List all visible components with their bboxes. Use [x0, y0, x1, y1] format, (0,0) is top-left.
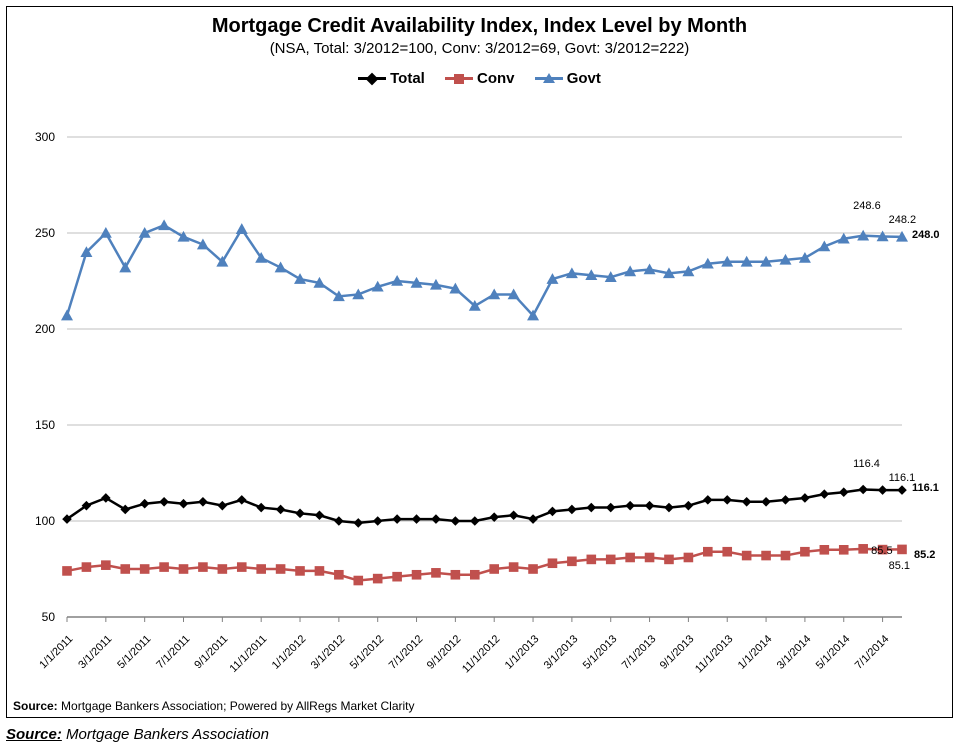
x-tick-label: 11/1/2011 [228, 633, 270, 675]
x-tick-label: 9/1/2011 [193, 633, 231, 671]
chart-legend: Total Conv Govt [7, 67, 952, 87]
square-icon [445, 77, 473, 80]
x-tick-label: 1/1/2012 [270, 633, 309, 672]
legend-label: Total [390, 70, 425, 87]
data-point-label: 116.1 [912, 482, 939, 494]
outer-source-label: Source: [6, 726, 62, 743]
x-tick-label: 7/1/2012 [386, 633, 425, 672]
data-point-label: 85.5 [871, 545, 892, 557]
legend-label: Conv [477, 70, 515, 87]
y-tick-label: 300 [35, 130, 55, 144]
x-tick-label: 11/1/2013 [693, 633, 736, 676]
data-point-label: 85.1 [889, 560, 910, 572]
chart-container: Mortgage Credit Availability Index, Inde… [6, 6, 953, 718]
plot-area: 248.6248.2248.0116.4116.1116.185.585.185… [57, 127, 932, 627]
legend-item-total: Total [358, 70, 425, 87]
triangle-icon [535, 77, 563, 80]
y-tick-label: 50 [42, 610, 55, 624]
x-tick-label: 5/1/2014 [813, 633, 852, 672]
chart-subtitle: (NSA, Total: 3/2012=100, Conv: 3/2012=69… [7, 40, 952, 57]
data-point-label: 248.0 [912, 229, 940, 241]
data-point-label: 85.2 [914, 549, 935, 561]
x-tick-label: 1/1/2014 [736, 633, 775, 672]
legend-item-govt: Govt [535, 70, 601, 87]
inner-source-label: Source: [13, 699, 58, 713]
x-tick-label: 7/1/2013 [619, 633, 658, 672]
x-tick-label: 1/1/2013 [503, 633, 542, 672]
y-tick-label: 150 [35, 418, 55, 432]
y-tick-label: 250 [35, 226, 55, 240]
outer-source-note: Source: Mortgage Bankers Association [6, 726, 269, 743]
legend-item-conv: Conv [445, 70, 515, 87]
y-axis-labels: 50 100 150 200 250 300 [17, 127, 57, 627]
inner-source-note: Source: Mortgage Bankers Association; Po… [13, 699, 415, 713]
x-tick-label: 5/1/2012 [347, 633, 386, 672]
x-tick-label: 3/1/2013 [542, 633, 581, 672]
inner-source-text: Mortgage Bankers Association; Powered by… [58, 699, 415, 713]
data-point-label: 116.4 [853, 458, 880, 470]
data-point-label: 248.2 [889, 214, 917, 226]
x-axis-labels: 1/1/20113/1/20115/1/20117/1/20119/1/2011… [57, 627, 932, 687]
x-tick-label: 3/1/2011 [76, 633, 114, 671]
x-tick-label: 9/1/2013 [658, 633, 697, 672]
x-tick-label: 7/1/2011 [154, 633, 192, 671]
outer-source-text: Mortgage Bankers Association [62, 726, 269, 743]
x-tick-label: 1/1/2011 [37, 633, 75, 671]
diamond-icon [358, 77, 386, 80]
x-tick-label: 7/1/2014 [852, 633, 891, 672]
x-tick-label: 5/1/2013 [580, 633, 619, 672]
x-tick-label: 11/1/2012 [460, 633, 503, 676]
y-tick-label: 200 [35, 322, 55, 336]
page-wrap: Mortgage Credit Availability Index, Inde… [0, 0, 959, 756]
chart-svg [57, 127, 932, 627]
x-tick-label: 3/1/2014 [775, 633, 814, 672]
y-tick-label: 100 [35, 514, 55, 528]
x-tick-label: 5/1/2011 [115, 633, 153, 671]
legend-label: Govt [567, 70, 601, 87]
data-point-label: 248.6 [853, 200, 881, 212]
x-tick-label: 3/1/2012 [309, 633, 348, 672]
x-tick-label: 9/1/2012 [425, 633, 464, 672]
chart-title: Mortgage Credit Availability Index, Inde… [7, 15, 952, 38]
